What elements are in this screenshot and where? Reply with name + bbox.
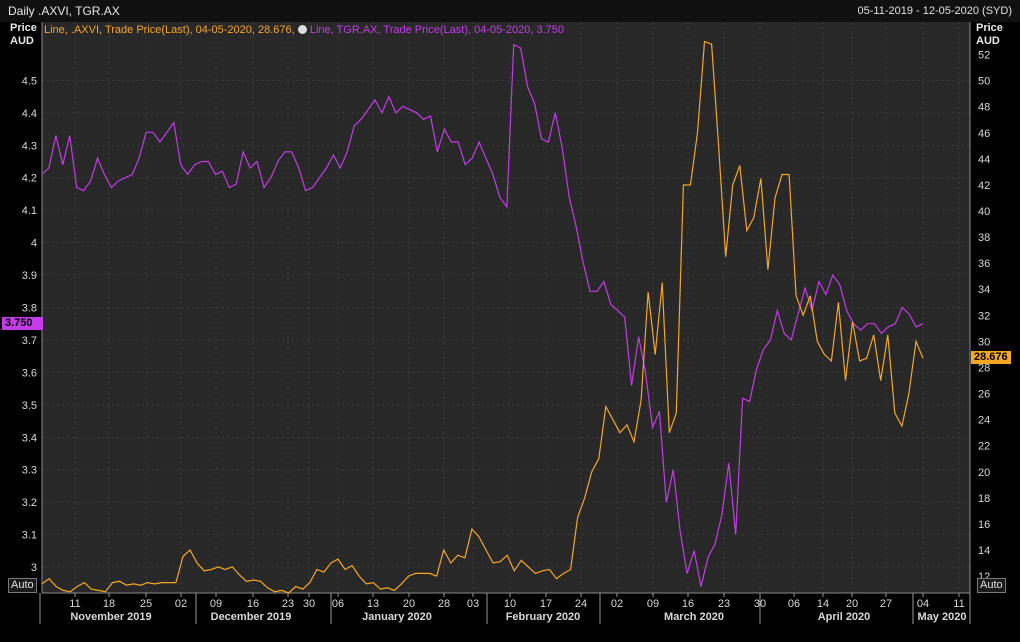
- right-tick-label: 16: [978, 519, 990, 531]
- x-day-label: 23: [282, 598, 294, 610]
- right-tick-label: 20: [978, 467, 990, 479]
- legend: Line, .AXVI, Trade Price(Last), 04-05-20…: [44, 24, 564, 36]
- left-tick-label: 4.5: [22, 75, 37, 87]
- left-tick-label: 3.5: [22, 400, 37, 412]
- series-line-tgrax: [41, 43, 924, 587]
- x-month-label: January 2020: [362, 611, 432, 623]
- right-tick-label: 22: [978, 441, 990, 453]
- right-tick-label: 36: [978, 258, 990, 270]
- left-tick-label: 3.6: [22, 367, 37, 379]
- plot-area[interactable]: [42, 22, 970, 593]
- x-day-label: 04: [917, 598, 929, 610]
- x-day-label: 24: [575, 598, 587, 610]
- right-tick-label: 52: [978, 50, 990, 62]
- left-tick-label: 3.8: [22, 303, 37, 315]
- right-tick-label: 50: [978, 76, 990, 88]
- x-day-label: 14: [817, 598, 829, 610]
- left-tick-label: 4.1: [22, 205, 37, 217]
- x-day-label: 10: [504, 598, 516, 610]
- x-day-label: 06: [788, 598, 800, 610]
- auto-right-button[interactable]: Auto: [977, 578, 1006, 593]
- left-tick-label: 4.2: [22, 173, 37, 185]
- right-tick-label: 34: [978, 284, 990, 296]
- date-range: 05-11-2019 - 12-05-2020 (SYD): [857, 5, 1013, 17]
- x-day-label: 02: [175, 598, 187, 610]
- x-day-label: 20: [403, 598, 415, 610]
- right-tick-label: 48: [978, 102, 990, 114]
- left-tick-label: 3.7: [22, 335, 37, 347]
- left-tick-label: 3: [31, 562, 37, 574]
- x-day-label: 06: [332, 598, 344, 610]
- x-day-label: 20: [846, 598, 858, 610]
- x-day-label: 30: [303, 598, 315, 610]
- right-tick-label: 30: [978, 336, 990, 348]
- x-day-label: 11: [69, 598, 80, 610]
- x-day-label: 23: [718, 598, 730, 610]
- x-day-label: 27: [880, 598, 892, 610]
- right-tick-label: 44: [978, 154, 990, 166]
- left-tick-label: 3.9: [22, 270, 37, 282]
- right-tick-label: 28: [978, 362, 990, 374]
- right-tick-label: 26: [978, 389, 990, 401]
- right-tick-label: 18: [978, 493, 990, 505]
- left-axis-unit: AUD: [10, 35, 34, 47]
- left-tick-label: 4.3: [22, 140, 37, 152]
- x-day-label: 03: [467, 598, 479, 610]
- x-month-label: May 2020: [918, 611, 967, 623]
- series-line-axvi: [41, 40, 924, 594]
- axvi-last-value-tag: 28.676: [971, 351, 1011, 365]
- right-tick-label: 46: [978, 128, 990, 140]
- right-axis-title: Price: [976, 22, 1003, 34]
- right-tick-label: 24: [978, 415, 990, 427]
- x-day-label: 16: [247, 598, 259, 610]
- x-month-label: March 2020: [664, 611, 724, 623]
- x-day-label: 25: [140, 598, 152, 610]
- x-month-label: December 2019: [211, 611, 292, 623]
- left-tick-label: 3.1: [22, 530, 37, 542]
- left-tick-label: 3.2: [22, 497, 37, 509]
- right-tick-label: 42: [978, 180, 990, 192]
- x-day-label: 18: [103, 598, 115, 610]
- x-day-label: 11: [953, 598, 964, 610]
- x-day-label: 13: [367, 598, 379, 610]
- legend-axvi: Line, .AXVI, Trade Price(Last), 04-05-20…: [44, 24, 295, 36]
- x-day-label: 16: [682, 598, 694, 610]
- x-month-label: February 2020: [506, 611, 581, 623]
- x-month-label: April 2020: [818, 611, 871, 623]
- left-tick-label: 3.4: [22, 432, 37, 444]
- right-axis-header: Price AUD: [976, 22, 1003, 48]
- x-day-label: 02: [611, 598, 623, 610]
- left-tick-label: 4.4: [22, 108, 37, 120]
- left-axis-header: Price AUD: [10, 22, 37, 48]
- left-tick-label: 4: [31, 238, 37, 250]
- title-bar: Daily .AXVI, TGR.AX 05-11-2019 - 12-05-2…: [0, 0, 1020, 22]
- clock-icon: [297, 25, 307, 34]
- right-tick-label: 14: [978, 545, 990, 557]
- right-tick-label: 38: [978, 232, 990, 244]
- chart-title: Daily .AXVI, TGR.AX: [8, 4, 120, 18]
- x-day-label: 09: [210, 598, 222, 610]
- auto-left-button[interactable]: Auto: [8, 578, 37, 593]
- right-tick-label: 40: [978, 206, 990, 218]
- left-axis-title: Price: [10, 22, 37, 34]
- right-axis-unit: AUD: [976, 35, 1000, 47]
- left-tick-label: 3.3: [22, 465, 37, 477]
- x-day-label: 09: [647, 598, 659, 610]
- tgr-last-value-tag: 3.750: [2, 316, 43, 330]
- right-tick-label: 32: [978, 310, 990, 322]
- x-day-label: 28: [438, 598, 450, 610]
- x-day-label: 17: [540, 598, 552, 610]
- legend-tgr: Line, TGR.AX, Trade Price(Last), 04-05-2…: [309, 24, 564, 36]
- x-month-label: November 2019: [70, 611, 151, 623]
